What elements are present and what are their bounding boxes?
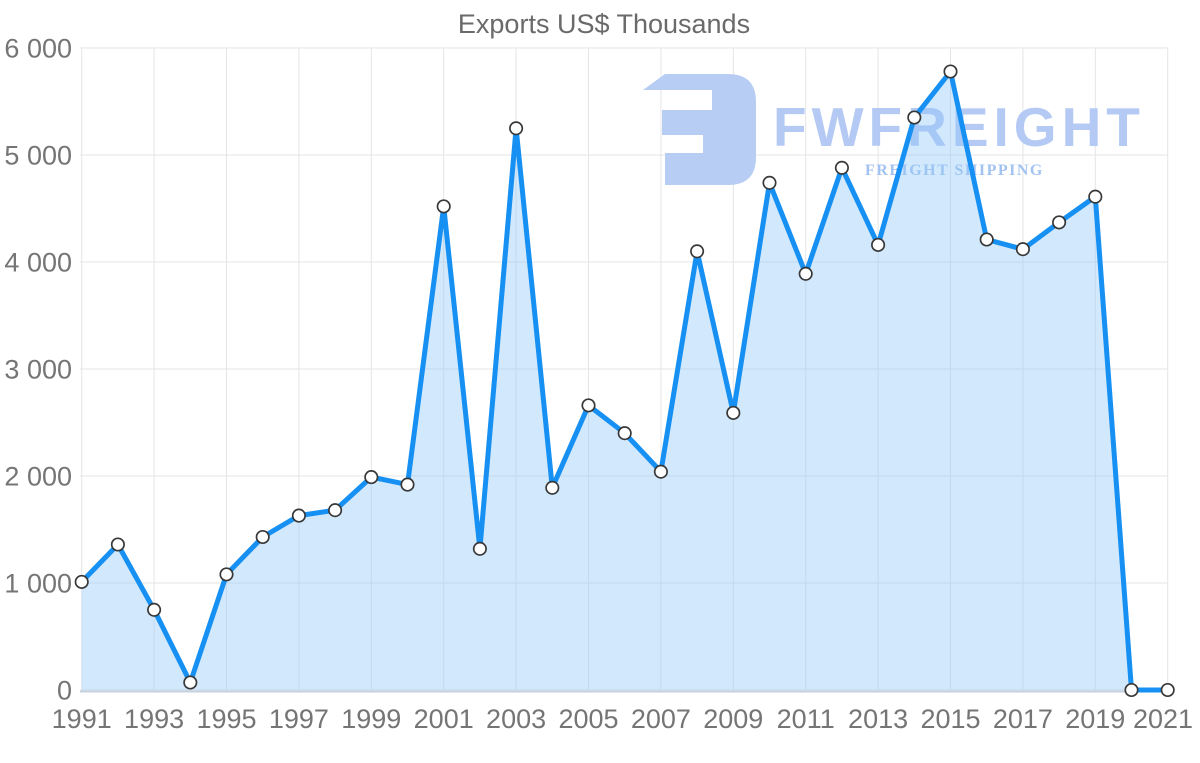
- y-axis-label: 0: [57, 676, 72, 706]
- data-point-marker: [1160, 682, 1175, 698]
- watermark-tagline-text: FREIGHT SHIPPING: [865, 162, 1044, 179]
- data-point-marker: [979, 232, 994, 247]
- data-point-marker: [762, 175, 777, 190]
- data-point-marker: [545, 480, 560, 495]
- data-point-marker: [690, 244, 705, 259]
- y-axis-label: 5 000: [4, 141, 72, 171]
- data-point-marker: [472, 541, 487, 556]
- x-axis-label: 2013: [848, 704, 908, 734]
- data-point-marker: [1088, 189, 1103, 204]
- data-point-marker: [328, 503, 343, 518]
- x-axis-label: 1997: [269, 704, 329, 734]
- x-axis-label: 2001: [414, 704, 474, 734]
- data-point-marker: [400, 477, 415, 492]
- data-point-marker: [798, 266, 813, 281]
- x-axis-label: 2017: [993, 704, 1053, 734]
- data-point-marker: [943, 64, 958, 79]
- x-axis-label: 2009: [703, 704, 763, 734]
- data-point-marker: [436, 199, 451, 214]
- data-point-marker: [1052, 215, 1067, 230]
- x-axis-label: 2005: [558, 704, 618, 734]
- watermark: FWFREIGHT FREIGHT SHIPPING: [643, 74, 1140, 185]
- data-point-marker: [726, 405, 741, 420]
- data-point-marker: [509, 121, 524, 136]
- x-axis-label: 2015: [920, 704, 980, 734]
- x-axis-label: 2007: [631, 704, 691, 734]
- fwfreight-logo-icon: [643, 74, 756, 185]
- data-point-marker: [834, 160, 849, 175]
- data-point-marker: [1124, 682, 1139, 698]
- data-point-marker: [183, 675, 198, 690]
- data-point-marker: [291, 508, 306, 523]
- x-axis-label: 1999: [341, 704, 401, 734]
- data-point-marker: [110, 537, 125, 552]
- x-axis-label: 1995: [196, 704, 256, 734]
- data-point-marker: [255, 529, 270, 545]
- x-axis-label: 2021: [1133, 704, 1193, 734]
- y-axis-label: 4 000: [4, 248, 72, 278]
- grid-layer: 0 1 000 2 000 3 000 4 000 5 000 6 000 1991 1993 1…: [4, 34, 1193, 735]
- data-point-marker: [581, 398, 596, 413]
- data-point-marker: [871, 237, 886, 252]
- data-point-marker: [907, 110, 922, 125]
- x-axis-label: 1993: [124, 704, 184, 734]
- data-point-marker: [147, 602, 162, 617]
- x-axis-label: 2011: [777, 704, 835, 734]
- chart-title: Exports US$ Thousands: [458, 9, 750, 39]
- y-axis-label: 1 000: [4, 569, 72, 599]
- x-axis-label: 2003: [486, 704, 546, 734]
- data-point-marker: [1015, 242, 1030, 257]
- y-axis-label: 6 000: [4, 34, 72, 64]
- series-layer: [74, 64, 1175, 698]
- x-axis-label: 1991: [52, 704, 112, 734]
- data-point-marker: [653, 464, 668, 479]
- data-point-marker: [617, 426, 632, 441]
- y-axis-label: 3 000: [4, 355, 72, 385]
- area-fill: [81, 71, 1168, 690]
- data-point-marker: [219, 567, 234, 582]
- data-point-marker: [74, 574, 89, 589]
- y-axis-label: 2 000: [4, 462, 72, 492]
- data-point-marker: [364, 470, 379, 485]
- x-axis-label: 2019: [1065, 704, 1125, 734]
